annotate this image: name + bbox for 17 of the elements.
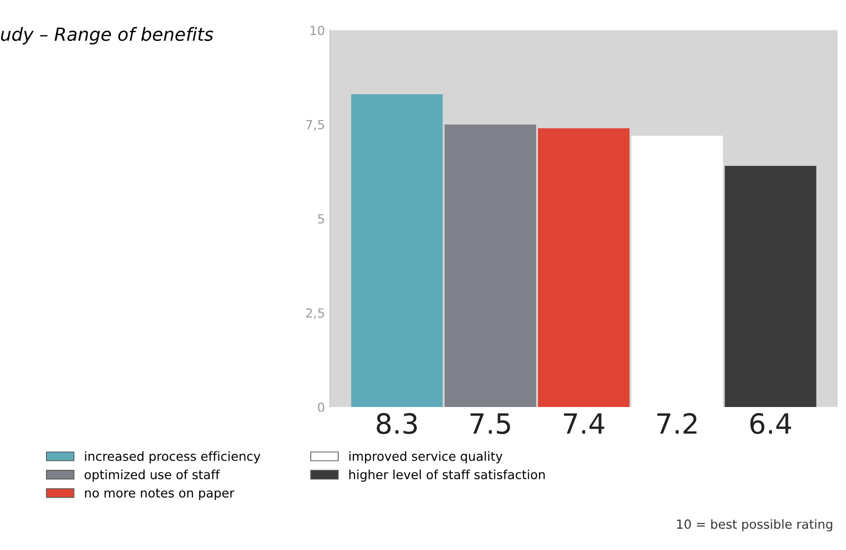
data-label: 8.3: [376, 413, 417, 434]
legend-label: higher level of staff satisfaction: [349, 470, 545, 482]
legend-label: improved service quality: [349, 451, 502, 464]
y-tick-label: 0: [318, 402, 324, 412]
text: udy – Range of benefits: [1, 27, 214, 44]
legend-label: optimized use of staff: [84, 470, 220, 482]
data-label: 7.5: [470, 413, 510, 434]
y-tick-label: 7,5: [306, 120, 324, 131]
legend-label: increased process efficiency: [85, 451, 260, 464]
y-tick-label: 10: [310, 26, 324, 36]
y-tick-label: 5: [318, 214, 324, 224]
data-label: 7.2: [657, 413, 696, 434]
text: 10 = best possible rating: [677, 519, 832, 532]
y-tick-label: 2,5: [306, 308, 324, 320]
data-label: 6.4: [750, 413, 792, 434]
data-label: 7.4: [564, 413, 604, 434]
legend-label: no more notes on paper: [85, 488, 234, 500]
